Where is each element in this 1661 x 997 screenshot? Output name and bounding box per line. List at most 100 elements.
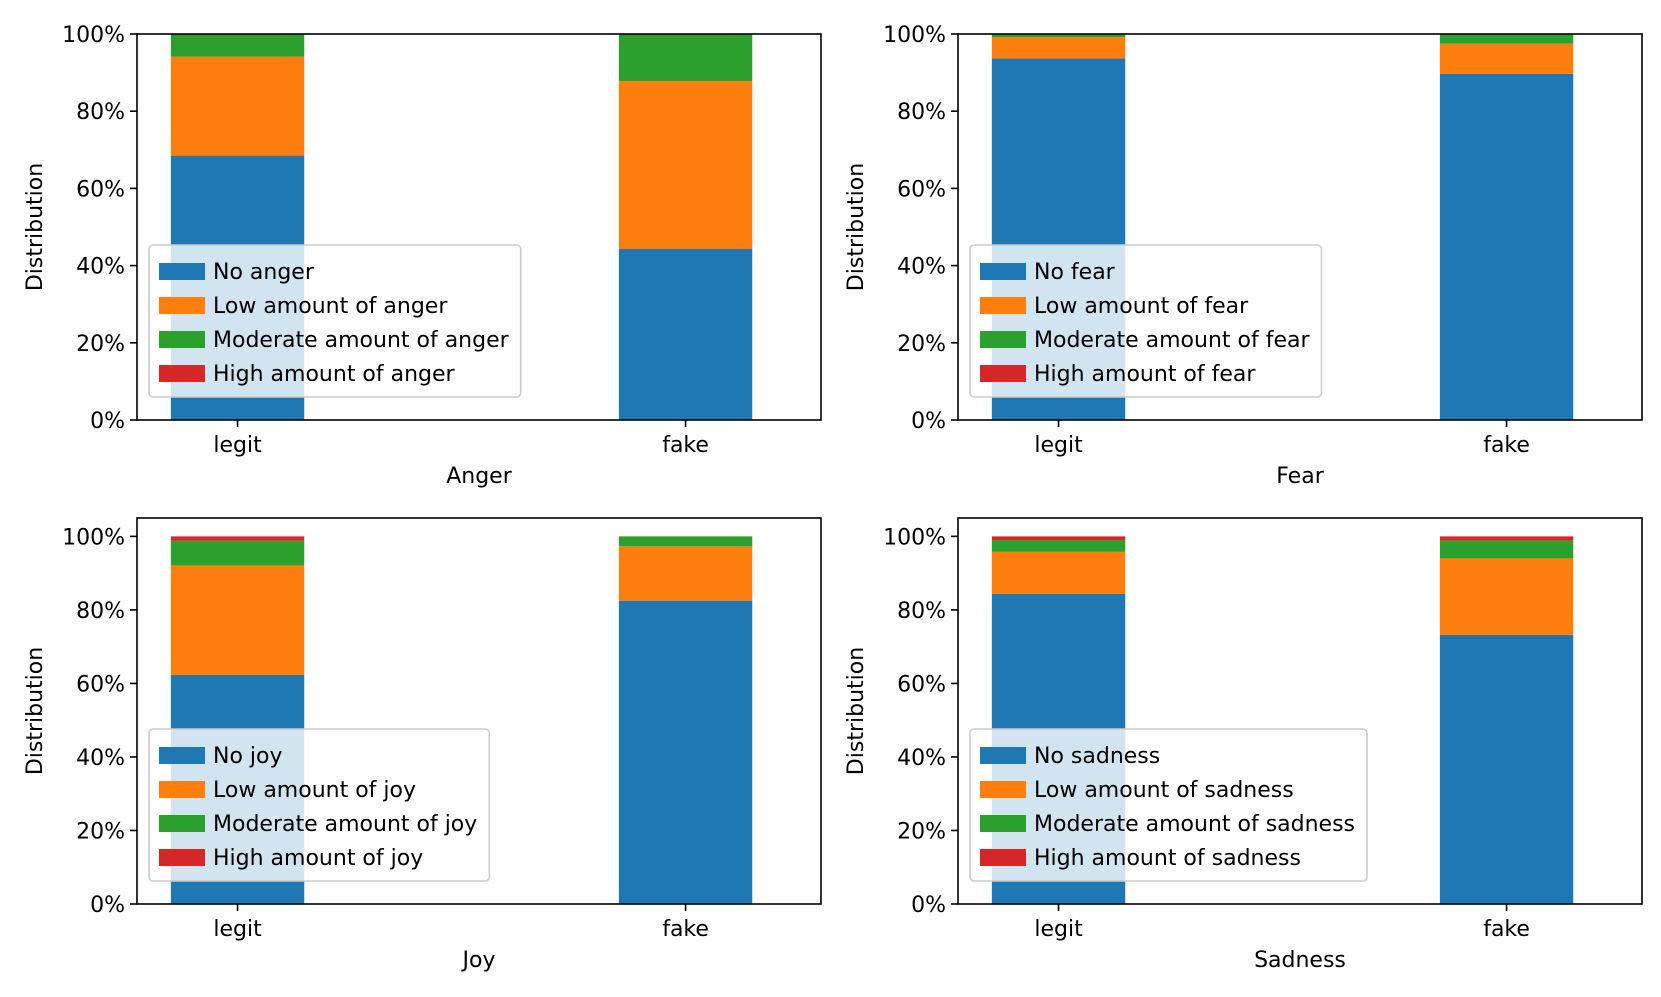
legend-swatch [159,849,205,866]
legend-frame [148,728,491,882]
bar-fake-series-1 [1439,43,1574,74]
legend-swatch [980,781,1026,798]
legend-label: Moderate amount of fear [1034,328,1310,353]
bar-fake-series-0 [618,249,753,420]
x-axis-label: Sadness [1254,948,1346,973]
bar-fake-series-1 [618,81,753,249]
chart-panel-1: legit fake 0% 20% 40% 60% 80% 100% Fear Distribut… [844,23,1643,489]
legend-swatch [159,263,205,280]
y-tick-label: 100% [883,525,946,550]
y-axis-label: Distribution [23,163,48,291]
y-axis-label: Distribution [844,647,869,775]
legend: No anger Low amount of anger Moderate amou… [148,244,522,398]
legend-swatch [159,815,205,832]
y-tick-label: 60% [76,672,125,697]
legend-frame [969,244,1323,398]
legend-swatch [159,781,205,798]
y-tick-label: 60% [897,672,946,697]
legend-swatch [980,747,1026,764]
bar-legit-series-1 [991,551,1126,594]
legend-label: Moderate amount of anger [213,328,510,353]
legend-label: High amount of anger [213,362,456,387]
y-tick-label: 0% [911,409,946,434]
legend-swatch [980,331,1026,348]
bar-fake-series-3 [1439,536,1574,541]
y-tick-label: 100% [883,23,946,48]
legend-swatch [159,297,205,314]
legend-label: Low amount of fear [1034,294,1249,319]
bar-legit-series-1 [170,56,305,156]
y-tick-label: 100% [62,23,125,48]
legend-swatch [980,815,1026,832]
y-tick-label: 80% [76,100,125,125]
bar-legit-series-1 [991,37,1126,59]
legend-swatch [980,297,1026,314]
bar-fake-series-2 [1439,540,1574,559]
y-tick-label: 80% [897,100,946,125]
y-tick-label: 0% [90,893,125,918]
bar-legit-series-2 [991,540,1126,552]
y-tick-label: 60% [897,177,946,202]
chart-panel-0: legit fake 0% 20% 40% 60% 80% 100% Anger Distribu… [23,23,822,489]
y-tick-label: 20% [76,819,125,844]
bar-fake-series-0 [1439,634,1574,904]
legend-swatch [980,263,1026,280]
bar-fake-series-2 [618,536,753,547]
legend-label: No fear [1034,260,1116,285]
axes-frame [957,33,1643,421]
bar-fake-series-1 [618,546,753,601]
legend-label: High amount of sadness [1034,846,1301,871]
axes-frame [136,33,822,421]
legend-swatch [159,365,205,382]
legend: No sadness Low amount of sadness Moderate … [969,728,1368,882]
legend-label: No anger [213,260,315,285]
y-tick-label: 20% [76,332,125,357]
legend-label: Moderate amount of sadness [1034,812,1355,837]
legend-frame [148,244,522,398]
y-tick-label: 40% [76,746,125,771]
bar-legit-series-3 [170,536,305,541]
y-tick-label: 100% [62,525,125,550]
y-tick-label: 20% [897,332,946,357]
axes-frame [136,517,822,905]
y-tick-label: 80% [897,599,946,624]
legend-swatch [980,849,1026,866]
x-tick-label: legit [1034,433,1083,458]
y-tick-label: 40% [897,255,946,280]
y-tick-label: 20% [897,819,946,844]
x-tick-label: fake [1483,433,1530,458]
bar-legit-series-2 [170,34,305,57]
y-tick-label: 60% [76,177,125,202]
x-tick-label: fake [662,433,709,458]
bar-fake-series-0 [618,600,753,904]
y-tick-label: 40% [897,746,946,771]
y-axis-label: Distribution [23,647,48,775]
bar-legit-series-3 [991,536,1126,541]
legend-label: No sadness [1034,744,1160,769]
y-axis-label: Distribution [844,163,869,291]
y-tick-label: 0% [90,409,125,434]
legend-frame [969,728,1368,882]
chart-panel-2: legit fake 0% 20% 40% 60% 80% 100% Joy Distributi… [23,517,822,973]
chart-panel-3: legit fake 0% 20% 40% 60% 80% 100% Sadness Distri… [844,517,1643,973]
legend-label: High amount of fear [1034,362,1256,387]
legend-label: Low amount of joy [213,778,416,803]
x-axis-label: Anger [446,464,512,489]
bar-fake-series-0 [1439,73,1574,420]
x-tick-label: legit [213,917,262,942]
legend: No joy Low amount of joy Moderate amount o… [148,728,491,882]
y-tick-label: 40% [76,255,125,280]
legend-label: High amount of joy [213,846,423,871]
y-tick-label: 80% [76,599,125,624]
legend-label: Low amount of anger [213,294,448,319]
y-tick-label: 0% [911,893,946,918]
legend-swatch [159,747,205,764]
legend: No fear Low amount of fear Moderate amount… [969,244,1323,398]
bar-fake-series-1 [1439,558,1574,635]
x-tick-label: legit [213,433,262,458]
x-tick-label: fake [1483,917,1530,942]
bar-fake-series-2 [618,34,753,82]
bar-fake-series-2 [1439,34,1574,44]
axes-frame [957,517,1643,905]
